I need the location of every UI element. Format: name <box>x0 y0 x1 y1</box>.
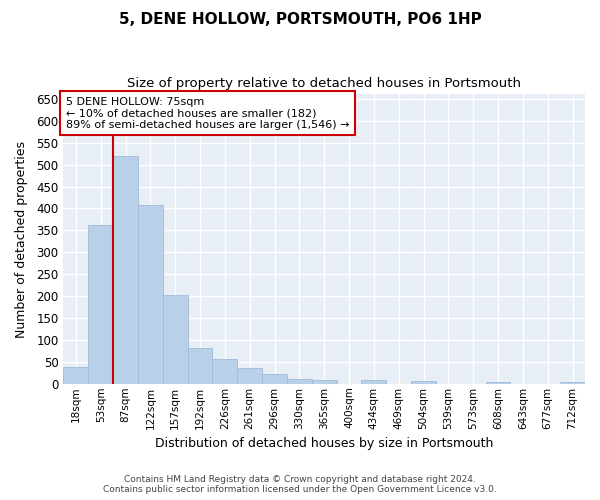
Y-axis label: Number of detached properties: Number of detached properties <box>15 140 28 338</box>
Bar <box>188 348 212 384</box>
Bar <box>163 295 188 384</box>
Bar <box>88 224 113 384</box>
Bar <box>237 368 262 384</box>
Text: 5 DENE HOLLOW: 75sqm
← 10% of detached houses are smaller (182)
89% of semi-deta: 5 DENE HOLLOW: 75sqm ← 10% of detached h… <box>66 96 349 130</box>
Bar <box>262 374 287 384</box>
Text: Contains HM Land Registry data © Crown copyright and database right 2024.
Contai: Contains HM Land Registry data © Crown c… <box>103 474 497 494</box>
Bar <box>287 379 312 384</box>
Bar <box>64 367 88 384</box>
Title: Size of property relative to detached houses in Portsmouth: Size of property relative to detached ho… <box>127 78 521 90</box>
Bar <box>138 205 163 384</box>
Bar <box>361 380 386 384</box>
Bar <box>485 382 511 384</box>
Bar <box>113 156 138 384</box>
Bar <box>212 359 237 384</box>
X-axis label: Distribution of detached houses by size in Portsmouth: Distribution of detached houses by size … <box>155 437 493 450</box>
Bar <box>312 380 337 384</box>
Text: 5, DENE HOLLOW, PORTSMOUTH, PO6 1HP: 5, DENE HOLLOW, PORTSMOUTH, PO6 1HP <box>119 12 481 28</box>
Bar <box>560 382 585 384</box>
Bar <box>411 381 436 384</box>
